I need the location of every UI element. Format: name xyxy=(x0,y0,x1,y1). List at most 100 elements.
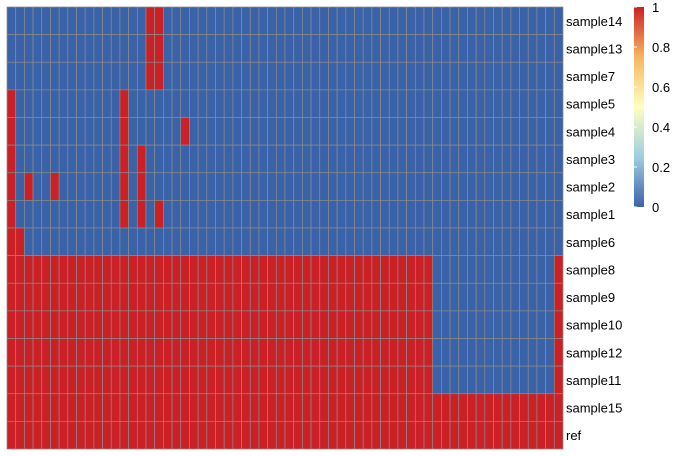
heatmap-cell xyxy=(310,89,321,118)
heatmap-cell xyxy=(275,6,286,35)
heatmap-cell xyxy=(388,255,399,284)
heatmap-cell xyxy=(553,338,564,367)
heatmap-cell xyxy=(354,144,364,174)
heatmap-cell xyxy=(319,34,329,63)
heatmap-cell xyxy=(362,144,373,174)
heatmap-cell xyxy=(58,89,69,118)
heatmap-cell xyxy=(267,421,277,450)
heatmap-cell xyxy=(354,200,364,229)
heatmap-cell xyxy=(136,393,147,422)
heatmap-cell xyxy=(293,227,303,256)
heatmap-cell xyxy=(119,172,129,201)
heatmap-cell xyxy=(484,89,494,118)
heatmap-cell xyxy=(319,255,329,284)
row-label: sample5 xyxy=(566,97,615,112)
heatmap-cell xyxy=(475,282,486,312)
heatmap-cell xyxy=(536,310,546,339)
heatmap-cell xyxy=(362,421,373,450)
heatmap-cell xyxy=(449,61,460,91)
heatmap-cell xyxy=(458,144,468,174)
heatmap-cell xyxy=(67,365,77,395)
heatmap-cell xyxy=(545,34,555,63)
legend-color-bar xyxy=(634,7,644,207)
heatmap-cell xyxy=(302,89,312,118)
heatmap-cell xyxy=(163,172,173,201)
heatmap-cell xyxy=(354,6,364,35)
heatmap-cell xyxy=(215,61,225,91)
heatmap-cell xyxy=(388,338,399,367)
heatmap-cell xyxy=(302,172,312,201)
heatmap-cell xyxy=(545,227,555,256)
heatmap-cell xyxy=(84,421,95,450)
heatmap-cell xyxy=(553,144,564,174)
heatmap-cell xyxy=(32,421,43,450)
heatmap-cell xyxy=(163,255,173,284)
row-label: sample3 xyxy=(566,152,615,167)
heatmap-cell xyxy=(328,172,338,201)
heatmap-cell xyxy=(50,6,60,35)
heatmap-cell xyxy=(354,227,364,256)
heatmap-cell xyxy=(110,117,121,146)
heatmap-cell xyxy=(93,255,103,284)
heatmap-cell xyxy=(58,200,69,229)
heatmap-cell xyxy=(241,338,251,367)
heatmap-cell xyxy=(545,200,555,229)
heatmap-cell xyxy=(345,282,355,312)
heatmap-cell xyxy=(388,61,399,91)
heatmap-cell xyxy=(527,282,538,312)
heatmap-cell xyxy=(241,61,251,91)
heatmap-cell xyxy=(267,227,277,256)
heatmap-cell xyxy=(449,393,460,422)
heatmap-cell xyxy=(545,255,555,284)
heatmap-cell xyxy=(319,89,329,118)
heatmap-cell xyxy=(197,310,208,339)
heatmap-cell xyxy=(510,365,520,395)
heatmap-cell xyxy=(362,227,373,256)
heatmap-cell xyxy=(354,34,364,63)
heatmap-cell xyxy=(6,6,17,35)
heatmap-cell xyxy=(319,310,329,339)
heatmap-cell xyxy=(232,338,242,367)
heatmap-cell xyxy=(128,310,138,339)
heatmap-cell xyxy=(354,255,364,284)
heatmap-cell xyxy=(267,338,277,367)
heatmap-cell xyxy=(15,338,25,367)
heatmap-cell xyxy=(223,421,234,450)
heatmap-cell xyxy=(93,310,103,339)
heatmap-cell xyxy=(423,144,434,174)
row-label: sample8 xyxy=(566,262,615,277)
heatmap-cell xyxy=(249,393,260,422)
heatmap-cell xyxy=(275,255,286,284)
heatmap-cell xyxy=(371,117,381,146)
heatmap-cell xyxy=(128,61,138,91)
heatmap-cell xyxy=(24,89,34,118)
heatmap-cell xyxy=(441,172,451,201)
heatmap-cell xyxy=(50,117,60,146)
heatmap-cell xyxy=(432,144,442,174)
heatmap-cell xyxy=(432,6,442,35)
heatmap-cell xyxy=(84,310,95,339)
heatmap-cell xyxy=(545,144,555,174)
heatmap-cell xyxy=(258,227,268,256)
heatmap-cell xyxy=(128,227,138,256)
heatmap-cell xyxy=(197,393,208,422)
heatmap-cell xyxy=(67,393,77,422)
heatmap-cell xyxy=(76,117,86,146)
heatmap-cell xyxy=(189,34,199,63)
heatmap-cell xyxy=(110,144,121,174)
heatmap-cell xyxy=(545,61,555,91)
heatmap-cell xyxy=(319,393,329,422)
heatmap-cell xyxy=(110,61,121,91)
heatmap-cell xyxy=(553,282,564,312)
heatmap-cell xyxy=(67,89,77,118)
heatmap-cell xyxy=(67,421,77,450)
heatmap-cell xyxy=(449,310,460,339)
heatmap-cell xyxy=(432,89,442,118)
row-label: sample2 xyxy=(566,180,615,195)
heatmap-cell xyxy=(267,6,277,35)
heatmap-cell xyxy=(406,34,416,63)
heatmap-cell xyxy=(397,144,407,174)
heatmap-cell xyxy=(258,393,268,422)
heatmap-cell xyxy=(145,282,156,312)
heatmap-cell xyxy=(163,338,173,367)
